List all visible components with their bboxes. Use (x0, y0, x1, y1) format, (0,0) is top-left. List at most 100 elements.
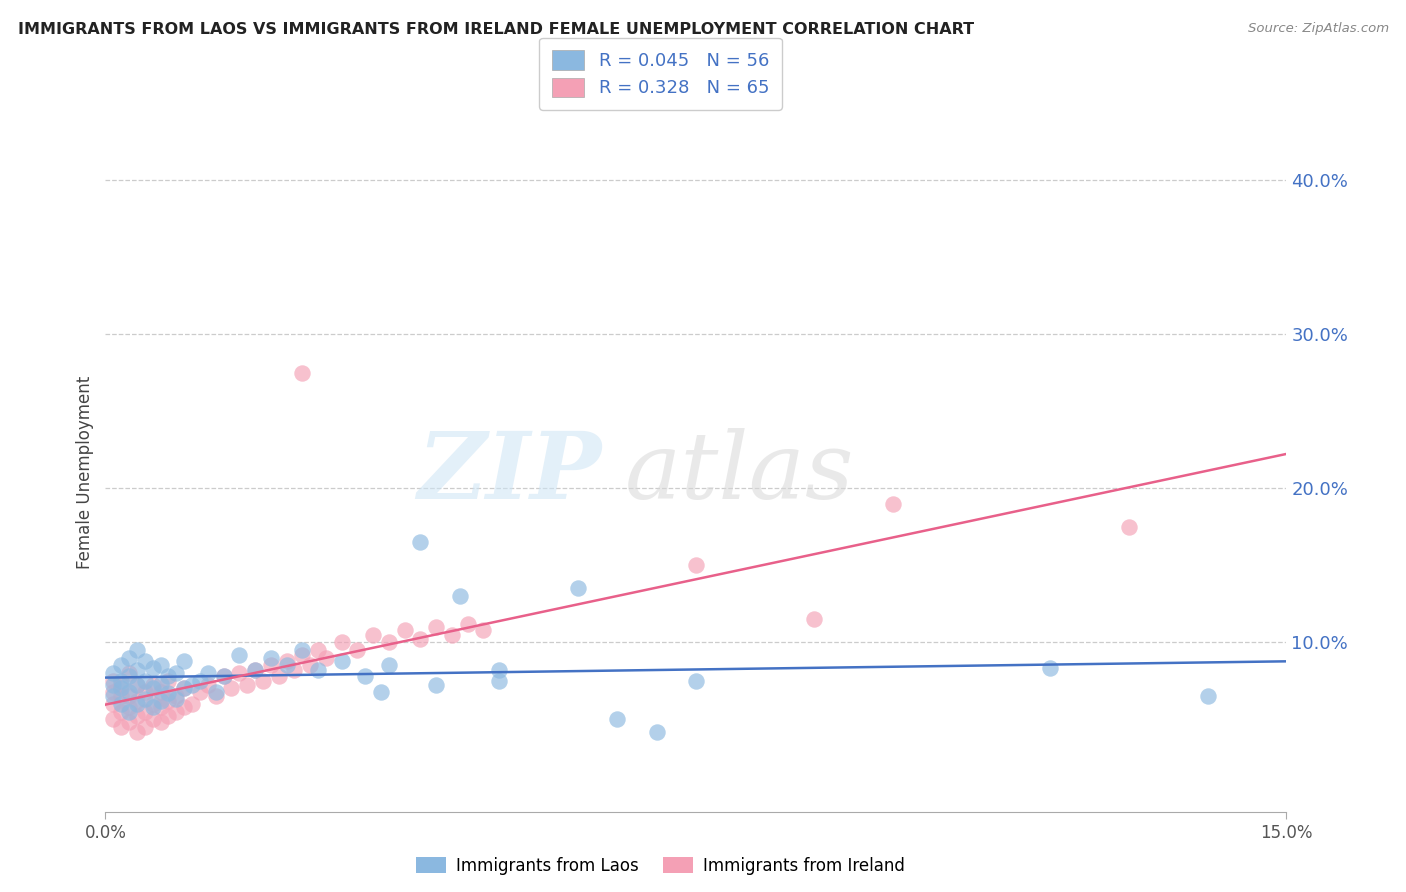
Point (118, 715, 141, 730)
Point (110, 681, 132, 696)
Point (134, 705, 156, 719)
Point (134, 720, 156, 734)
Point (1039, 661, 1062, 675)
Point (267, 669, 290, 683)
Point (157, 694, 180, 708)
Point (354, 669, 377, 683)
Point (882, 497, 904, 511)
Point (378, 658, 401, 673)
Point (457, 616, 479, 631)
Point (110, 705, 132, 719)
Point (149, 684, 172, 698)
Y-axis label: Female Unemployment: Female Unemployment (76, 376, 94, 569)
Point (197, 666, 219, 681)
Point (149, 715, 172, 730)
Point (221, 681, 243, 696)
Point (157, 686, 180, 700)
Point (228, 666, 250, 681)
Point (110, 678, 132, 692)
Point (409, 632, 432, 647)
Point (685, 558, 707, 573)
Point (440, 627, 463, 641)
Point (149, 677, 172, 691)
Point (142, 681, 165, 696)
Point (142, 661, 165, 675)
Point (125, 663, 148, 677)
Point (409, 535, 432, 549)
Text: ZIP: ZIP (418, 428, 602, 517)
Point (425, 620, 447, 634)
Point (103, 712, 125, 726)
Point (243, 663, 266, 677)
Point (103, 666, 125, 681)
Point (276, 654, 298, 668)
Point (125, 724, 148, 739)
Point (236, 678, 259, 692)
Text: atlas: atlas (626, 428, 855, 517)
Point (378, 635, 401, 649)
Point (110, 697, 132, 711)
Point (291, 648, 314, 662)
Point (1197, 689, 1219, 703)
Point (330, 635, 353, 649)
Point (118, 684, 141, 698)
Point (103, 673, 125, 688)
Point (125, 678, 148, 692)
Legend: Immigrants from Laos, Immigrants from Ireland: Immigrants from Laos, Immigrants from Ir… (409, 850, 912, 881)
Point (299, 658, 322, 673)
Point (173, 654, 195, 668)
Point (212, 669, 235, 683)
Point (307, 663, 329, 677)
Point (260, 658, 283, 673)
Point (125, 709, 148, 723)
Point (134, 654, 156, 668)
Point (157, 709, 180, 723)
Point (394, 623, 416, 637)
Point (488, 663, 510, 677)
Point (103, 697, 125, 711)
Point (243, 663, 266, 677)
Point (606, 712, 628, 726)
Point (173, 681, 195, 696)
Point (103, 678, 125, 692)
Point (125, 678, 148, 692)
Point (361, 627, 384, 641)
Point (197, 678, 219, 692)
Point (110, 689, 132, 703)
Point (118, 650, 141, 665)
Text: Source: ZipAtlas.com: Source: ZipAtlas.com (1249, 22, 1389, 36)
Point (110, 673, 132, 688)
Text: IMMIGRANTS FROM LAOS VS IMMIGRANTS FROM IRELAND FEMALE UNEMPLOYMENT CORRELATION : IMMIGRANTS FROM LAOS VS IMMIGRANTS FROM … (18, 22, 974, 37)
Point (252, 673, 274, 688)
Point (110, 658, 132, 673)
Point (330, 654, 353, 668)
Point (118, 705, 141, 719)
Point (103, 684, 125, 698)
Point (188, 684, 211, 698)
Point (142, 678, 165, 692)
Point (425, 678, 447, 692)
Point (181, 678, 204, 692)
Point (103, 689, 125, 703)
Point (125, 694, 148, 708)
Point (472, 623, 495, 637)
Point (291, 366, 314, 380)
Point (165, 705, 187, 719)
Point (142, 700, 165, 714)
Point (181, 697, 204, 711)
Point (307, 643, 329, 657)
Point (212, 669, 235, 683)
Point (118, 666, 141, 681)
Point (685, 673, 707, 688)
Point (165, 689, 187, 703)
Point (165, 666, 187, 681)
Point (283, 663, 305, 677)
Point (142, 697, 165, 711)
Point (291, 643, 314, 657)
Point (188, 673, 211, 688)
Point (118, 669, 141, 683)
Point (142, 712, 165, 726)
Point (645, 724, 668, 739)
Point (803, 612, 825, 626)
Point (118, 700, 141, 714)
